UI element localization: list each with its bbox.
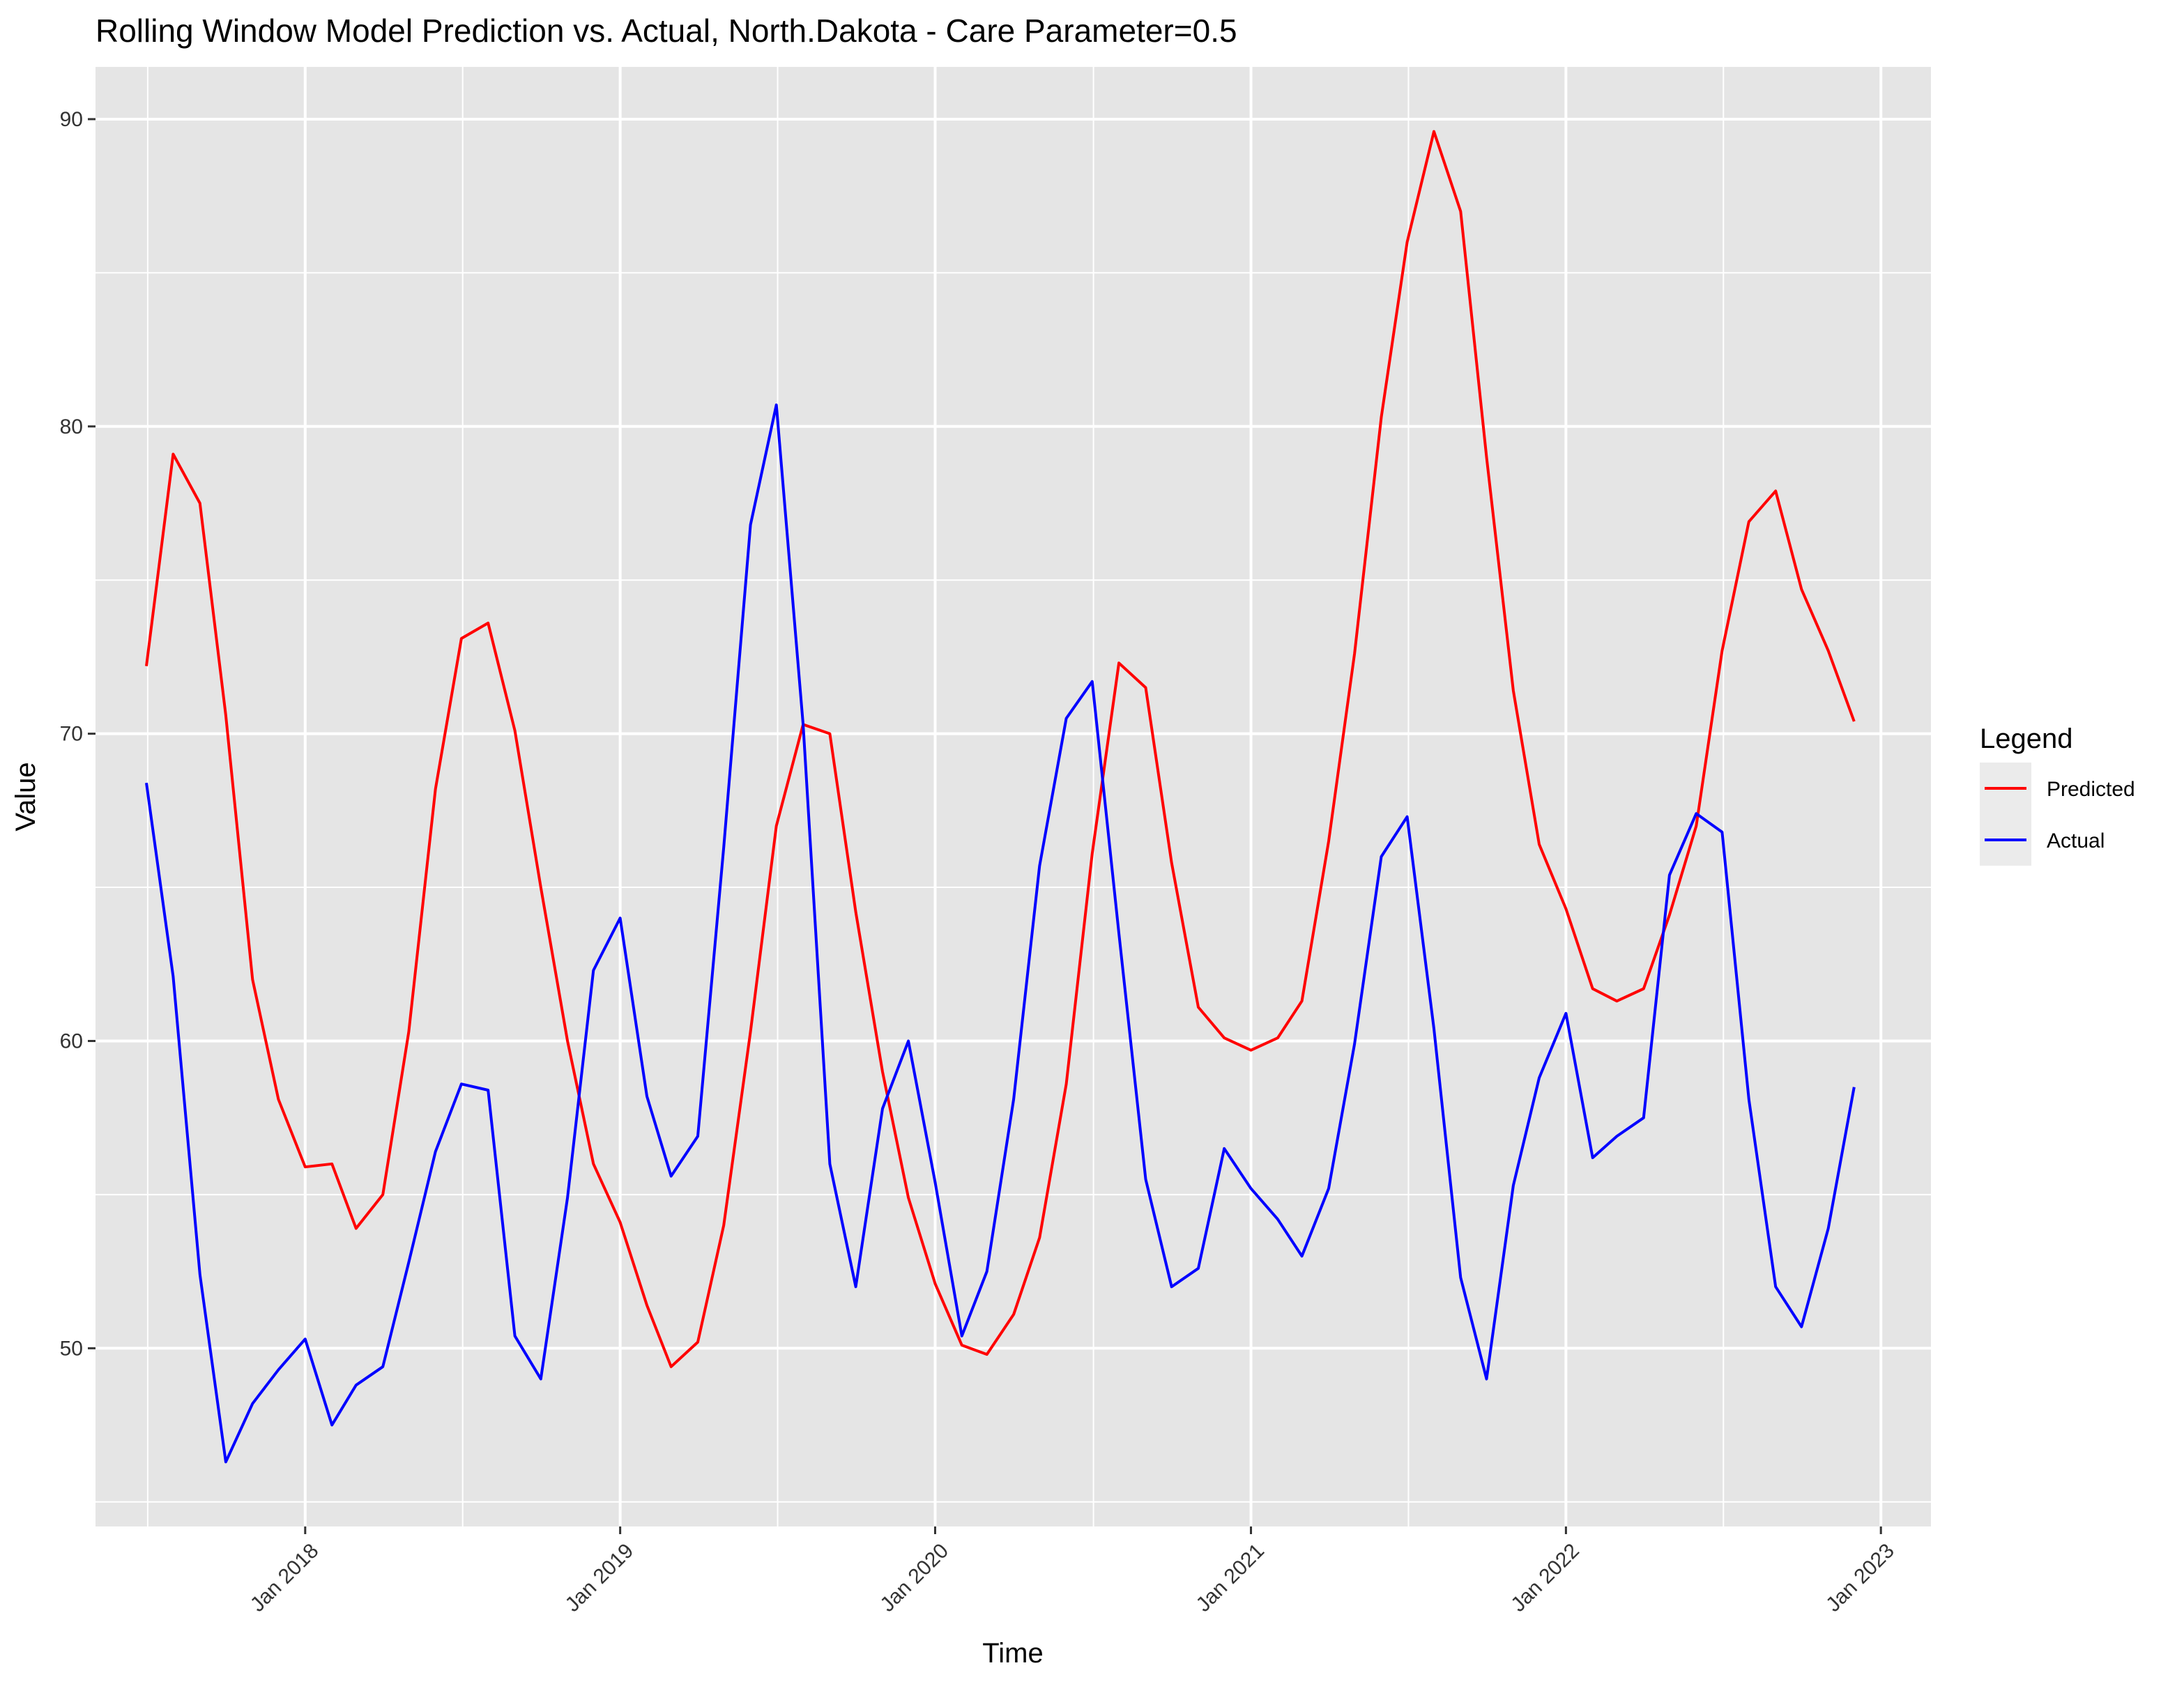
y-tick-label: 90 <box>60 108 83 131</box>
x-tick-label: Jan 2022 <box>1506 1539 1584 1616</box>
plot-panel <box>96 67 1931 1526</box>
series-line-actual <box>145 403 1856 1464</box>
x-axis: Jan 2018 Jan 2019 Jan 2020 Jan 2021 Jan 2022… <box>246 1526 1899 1616</box>
y-tick-label: 70 <box>60 723 83 746</box>
chart-title: Rolling Window Model Prediction vs. Actu… <box>96 13 1237 49</box>
series-lines <box>145 130 1856 1464</box>
x-tick-label: Jan 2020 <box>876 1539 953 1616</box>
y-axis-title: Value <box>10 762 41 831</box>
y-tick-label: 50 <box>60 1337 83 1360</box>
x-tick-label: Jan 2019 <box>561 1539 639 1616</box>
x-tick-label: Jan 2018 <box>246 1539 323 1616</box>
legend-title: Legend <box>1980 724 2072 754</box>
x-axis-title: Time <box>982 1638 1043 1669</box>
legend: Legend Predicted Actual <box>1980 724 2135 866</box>
series-line-predicted <box>145 130 1856 1368</box>
legend-label-actual: Actual <box>2047 829 2105 852</box>
y-tick-label: 80 <box>60 415 83 438</box>
x-tick-label: Jan 2021 <box>1192 1539 1269 1616</box>
y-axis: 50 60 70 80 90 <box>60 108 96 1360</box>
y-tick-label: 60 <box>60 1029 83 1052</box>
x-tick-label: Jan 2023 <box>1822 1539 1899 1616</box>
legend-label-predicted: Predicted <box>2047 778 2135 801</box>
